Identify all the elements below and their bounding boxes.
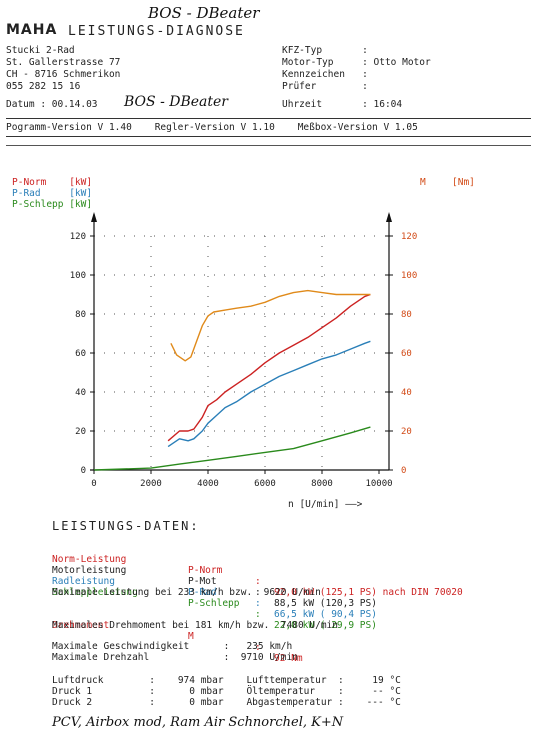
row-symbol: P-Schlepp bbox=[188, 598, 240, 609]
row-sep: : bbox=[255, 609, 261, 620]
left-axis-arrow bbox=[91, 212, 97, 222]
chart-axes bbox=[90, 212, 392, 471]
handwritten-datum-note: BOS - DBeater bbox=[124, 94, 228, 110]
right-axis-arrow bbox=[386, 212, 392, 222]
x-tick-label: 4000 bbox=[197, 479, 219, 489]
data-row-mot: Motorleistung P-Mot : 88,5 kW (120,3 PS) bbox=[52, 554, 377, 609]
y-tick-label: 20 bbox=[75, 427, 86, 437]
series-line-p-schlepp bbox=[93, 426, 371, 471]
row-label: Norm-Leistung bbox=[52, 554, 127, 565]
row-value: 22,0 kW ( 29,9 PS) bbox=[274, 620, 377, 631]
row-sep: : bbox=[255, 587, 261, 598]
x-axis-unit: n [U/min] ——> bbox=[288, 499, 363, 510]
env-line: Luftdruck : 974 mbar Lufttemperatur : 19… bbox=[52, 675, 401, 686]
customer-line: CH - 8716 Schmerikon bbox=[6, 69, 121, 80]
x-tick-label: 0 bbox=[91, 479, 96, 489]
row-value: 92 Nm bbox=[274, 653, 303, 664]
vehicle-line: Motor-Typ : Otto Motor bbox=[282, 57, 431, 68]
row-sep: : bbox=[255, 598, 261, 609]
y-tick-label: 40 bbox=[75, 388, 86, 398]
vehicle-line: Prüfer : bbox=[282, 81, 368, 92]
vehicle-line: KFZ-Typ : bbox=[282, 45, 368, 56]
legend-p-norm: P-Norm [kW] bbox=[12, 177, 93, 188]
row-symbol: P-Mot bbox=[188, 576, 217, 587]
row-value: 92,0 kW (125,1 PS) nach DIN 70020 bbox=[274, 587, 463, 598]
env-line: Druck 1 : 0 mbar Öltemperatur : -- °C bbox=[52, 686, 401, 697]
data-row-torque: Drehmoment M : 92 Nm bbox=[52, 609, 303, 664]
y2-tick-label: 0 bbox=[401, 466, 406, 476]
y2-tick-label: 80 bbox=[401, 310, 412, 320]
vehicle-line: Kennzeichen : bbox=[282, 69, 368, 80]
row-label: Drehmoment bbox=[52, 620, 110, 631]
env-line: Druck 2 : 0 mbar Abgastemperatur : --- °… bbox=[52, 697, 401, 708]
customer-line: 055 282 15 16 bbox=[6, 81, 81, 92]
data-section-title: LEISTUNGS-DATEN: bbox=[52, 519, 200, 533]
x-tick-label: 2000 bbox=[140, 479, 162, 489]
y-tick-label: 0 bbox=[81, 466, 86, 476]
handwritten-top-note: BOS - DBeater bbox=[148, 4, 260, 22]
data-row-rad: Radleistung P-Rad : 66,5 kW ( 90,4 PS) bbox=[52, 565, 377, 620]
series-line-p-rad bbox=[167, 340, 371, 448]
divider bbox=[6, 136, 531, 137]
x-tick-label: 8000 bbox=[311, 479, 333, 489]
power-chart: 0 20 40 60 80 100 120 0 20 40 60 80 100 120 0 2000 4000 6… bbox=[70, 212, 418, 489]
y-tick-label: 120 bbox=[70, 232, 86, 242]
x-tick-label: 6000 bbox=[254, 479, 276, 489]
chart-grid bbox=[94, 235, 379, 470]
legend-m: M bbox=[420, 177, 426, 188]
datum-line: Datum : 00.14.03 bbox=[6, 99, 98, 110]
row-symbol: P-Rad bbox=[188, 587, 217, 598]
y2-tick-label: 60 bbox=[401, 349, 412, 359]
legend-m-unit: [Nm] bbox=[452, 177, 475, 188]
x-tick-label: 10000 bbox=[365, 479, 392, 489]
divider bbox=[6, 145, 531, 146]
data-row-schlepp: Schleppleistung P-Schlepp : 22,0 kW ( 29… bbox=[52, 576, 377, 631]
row-label: Motorleistung bbox=[52, 565, 127, 576]
series-line-p-norm bbox=[167, 293, 371, 442]
legend-p-schlepp: P-Schlepp [kW] bbox=[12, 199, 93, 210]
y-tick-label: 60 bbox=[75, 349, 86, 359]
series-line-m bbox=[170, 289, 371, 362]
row-symbol: M bbox=[188, 631, 194, 642]
max-rpm-line: Maximale Drehzahl : 9710 U/min bbox=[52, 652, 298, 663]
row-symbol: P-Norm bbox=[188, 565, 223, 576]
handwritten-mods-note: PCV, Airbox mod, Ram Air Schnorchel, K+N bbox=[52, 715, 344, 730]
data-row-norm: Norm-Leistung P-Norm : 92,0 kW (125,1 PS… bbox=[52, 543, 463, 598]
row-label: Schleppleistung bbox=[52, 587, 138, 598]
y2-tick-label: 120 bbox=[401, 232, 417, 242]
max-torque-line: Maximales Drehmoment bei 181 km/h bzw. 7… bbox=[52, 620, 338, 631]
max-power-line: Maximale Leistung bei 233 km/h bzw. 9620… bbox=[52, 587, 321, 598]
maha-logo: MAHA bbox=[6, 22, 58, 38]
divider bbox=[6, 118, 531, 119]
row-value: 66,5 kW ( 90,4 PS) bbox=[274, 609, 377, 620]
legend-p-rad: P-Rad [kW] bbox=[12, 188, 93, 199]
row-value: 88,5 kW (120,3 PS) bbox=[274, 598, 377, 609]
customer-line: St. Gallerstrasse 77 bbox=[6, 57, 121, 68]
y2-tick-label: 100 bbox=[401, 271, 417, 281]
row-label: Radleistung bbox=[52, 576, 115, 587]
y2-tick-label: 40 bbox=[401, 388, 412, 398]
versions-line: Pogramm-Version V 1.40 Regler-Version V … bbox=[6, 122, 418, 133]
max-speed-line: Maximale Geschwindigkeit : 235 km/h bbox=[52, 641, 293, 652]
chart-ticks: 0 20 40 60 80 100 120 0 20 40 60 80 100 120 0 2000 4000 6… bbox=[70, 232, 418, 489]
y-tick-label: 80 bbox=[75, 310, 86, 320]
y-tick-label: 100 bbox=[70, 271, 86, 281]
chart-series bbox=[93, 289, 371, 471]
uhrzeit-line: Uhrzeit : 16:04 bbox=[282, 99, 403, 110]
customer-line: Stucki 2-Rad bbox=[6, 45, 75, 56]
y2-tick-label: 20 bbox=[401, 427, 412, 437]
row-sep: : bbox=[255, 576, 261, 587]
row-sep: : bbox=[255, 642, 261, 653]
brand-title: LEISTUNGS-DIAGNOSE bbox=[68, 24, 245, 39]
